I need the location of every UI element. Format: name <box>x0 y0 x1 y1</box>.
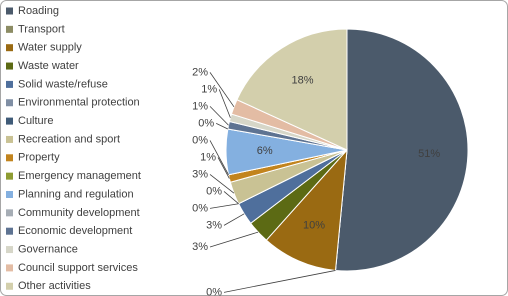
legend-label: Solid waste/refuse <box>18 78 108 90</box>
leader-line <box>209 72 235 108</box>
legend-label: Roading <box>18 5 59 17</box>
legend-label: Culture <box>18 115 53 127</box>
legend-label: Water supply <box>18 42 82 54</box>
leader-line <box>223 270 336 293</box>
legend-swatch <box>6 25 13 33</box>
data-label: 0% <box>198 117 214 129</box>
data-label: 1% <box>192 100 208 112</box>
leader-line <box>209 174 235 194</box>
legend-label: Council support services <box>18 262 138 274</box>
legend-swatch <box>6 44 13 52</box>
data-label: 0% <box>192 134 208 146</box>
legend-label: Governance <box>18 243 78 255</box>
legend-swatch <box>6 154 13 162</box>
legend-swatch <box>6 191 13 198</box>
leader-line <box>223 191 239 205</box>
legend-swatch <box>6 282 13 290</box>
legend-swatch <box>6 117 13 125</box>
data-label: 1% <box>200 151 216 163</box>
data-label: 3% <box>192 168 208 180</box>
pie-slice <box>334 28 469 272</box>
legend-label: Community development <box>18 207 140 219</box>
data-label: 0% <box>192 202 208 214</box>
legend-swatch <box>6 99 13 107</box>
legend-label: Transport <box>18 23 65 35</box>
data-label: 2% <box>192 66 208 78</box>
legend-label: Environmental protection <box>18 97 140 109</box>
leader-line <box>215 123 229 130</box>
data-label: 51% <box>418 148 440 160</box>
data-label: 0% <box>206 286 222 296</box>
data-label: 18% <box>292 75 314 87</box>
legend-swatch <box>6 80 13 88</box>
legend-swatch <box>6 135 13 143</box>
legend-label: Property <box>18 152 60 164</box>
leader-line <box>223 213 245 226</box>
pie-slice <box>236 28 348 151</box>
legend-label: Economic development <box>18 225 132 237</box>
legend-swatch <box>6 209 13 217</box>
data-label: 3% <box>206 219 222 231</box>
legend-swatch <box>6 172 13 180</box>
legend-label: Emergency management <box>18 170 141 182</box>
data-label: 1% <box>201 83 217 95</box>
legend-label: Other activities <box>18 280 91 292</box>
legend-label: Waste water <box>18 60 79 72</box>
legend-swatch <box>6 264 13 272</box>
data-label: 0% <box>206 185 222 197</box>
leader-line <box>209 203 239 209</box>
legend-swatch <box>6 227 13 235</box>
legend-swatch <box>6 246 13 254</box>
leader-line <box>209 231 259 248</box>
leader-line <box>218 89 231 118</box>
legend-label: Recreation and sport <box>18 133 120 145</box>
data-label: 10% <box>303 219 325 231</box>
legend-label: Planning and regulation <box>18 188 134 200</box>
data-label: 6% <box>257 145 273 157</box>
pie-slice <box>265 148 348 271</box>
legend-swatch <box>6 7 13 15</box>
leader-line <box>209 140 229 175</box>
data-label: 3% <box>192 241 208 253</box>
leader-line <box>217 157 230 179</box>
legend-swatch <box>6 62 13 70</box>
leader-line <box>209 106 229 126</box>
